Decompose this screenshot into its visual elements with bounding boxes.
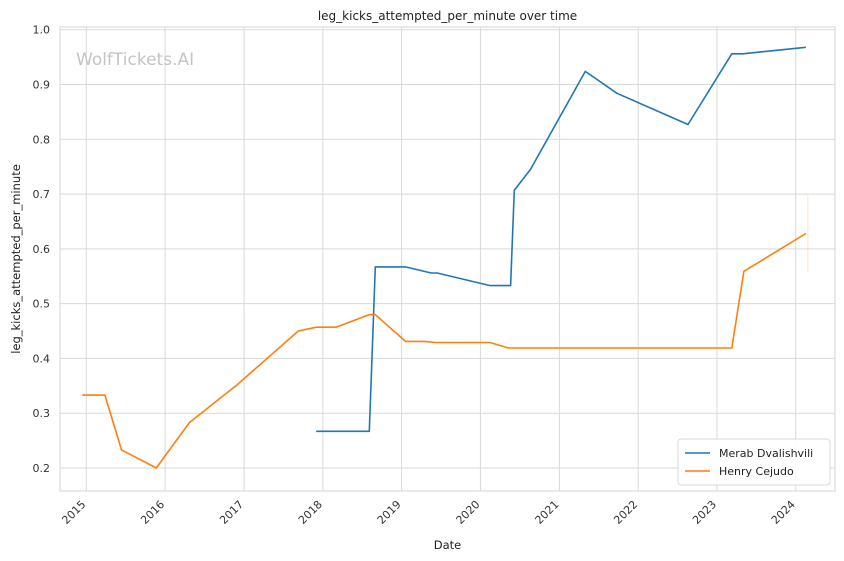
x-tick-label: 2017 <box>217 498 246 527</box>
x-tick-label: 2021 <box>533 498 562 527</box>
legend: Merab Dvalishvili Henry Cejudo <box>677 438 831 486</box>
x-tick-label: 2023 <box>690 498 719 527</box>
x-tick-label: 2022 <box>611 498 640 527</box>
y-tick-label: 0.2 <box>33 462 51 475</box>
series-line-0 <box>316 46 806 433</box>
x-tick-label: 2020 <box>454 498 483 527</box>
grid <box>60 27 835 491</box>
y-tick-label: 0.9 <box>33 79 51 92</box>
watermark-text: WolfTickets.AI <box>76 50 194 70</box>
y-tick-label: 0.5 <box>33 298 51 311</box>
y-tick-labels: 0.2 0.3 0.4 0.5 0.6 0.7 0.8 0.9 1.0 <box>33 24 51 475</box>
y-tick-label: 0.4 <box>33 352 51 365</box>
x-tick-label: 2024 <box>769 498 798 527</box>
legend-label-henry-cejudo: Henry Cejudo <box>719 465 794 478</box>
legend-label-merab-dvalishvili: Merab Dvalishvili <box>719 447 813 460</box>
x-tick-label: 2018 <box>296 498 325 527</box>
x-tick-label: 2015 <box>59 498 88 527</box>
x-tick-label: 2019 <box>375 498 404 527</box>
plot-frame <box>59 26 836 492</box>
y-tick-label: 0.6 <box>33 243 51 256</box>
legend-box <box>677 438 831 486</box>
y-tick-label: 0.3 <box>33 407 51 420</box>
chart-title: leg_kicks_attempted_per_minute over time <box>318 9 577 23</box>
x-tick-labels: 2015 2016 2017 2018 2019 2020 2021 2022 2023 2024 <box>59 498 797 527</box>
series-lines <box>82 46 809 469</box>
y-tick-label: 1.0 <box>33 24 51 37</box>
y-tick-label: 0.7 <box>33 188 51 201</box>
y-axis-title: leg_kicks_attempted_per_minute <box>9 164 23 354</box>
x-tick-label: 2016 <box>138 498 167 527</box>
series-line-1 <box>82 232 807 469</box>
x-axis-title: Date <box>434 538 462 552</box>
y-tick-label: 0.8 <box>33 133 51 146</box>
